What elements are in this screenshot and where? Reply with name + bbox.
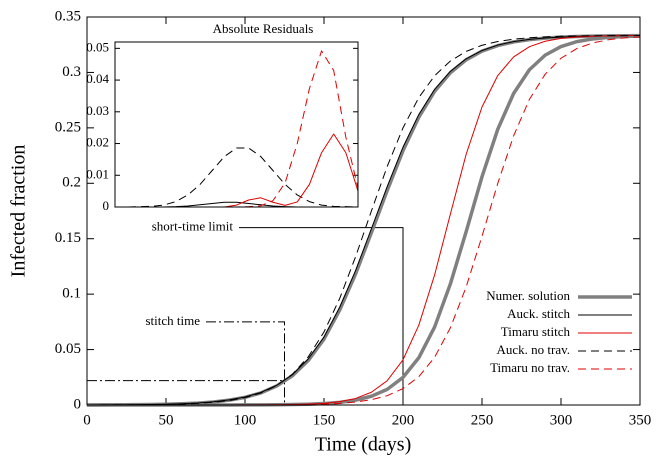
legend-label: Auck. no trav. bbox=[496, 342, 570, 357]
series-line bbox=[115, 147, 359, 208]
x-tick-label: 250 bbox=[471, 412, 494, 428]
annotation-label: short-time limit bbox=[152, 219, 234, 234]
annotation-line bbox=[206, 321, 285, 405]
inset-background bbox=[115, 42, 358, 207]
x-axis-title: Time (days) bbox=[315, 434, 411, 456]
y-axis-title: Infected fraction bbox=[8, 145, 30, 278]
y-tick-label: 0.02 bbox=[86, 135, 109, 150]
legend-label: Numer. solution bbox=[486, 288, 570, 303]
plot-frame bbox=[114, 41, 359, 208]
main-plot: 0 0.05 0.1 0.15 0.2 0.25 0.3 0.35 0 50 100 150 200 25… bbox=[55, 8, 652, 428]
y-tick-label: 0.25 bbox=[55, 119, 81, 135]
x-tick-label: 350 bbox=[629, 412, 652, 428]
y-tick-label: 0.05 bbox=[55, 341, 81, 357]
x-tick-label: 200 bbox=[392, 412, 415, 428]
y-tick-label: 0.05 bbox=[86, 39, 109, 54]
y-tick-label: 0 bbox=[74, 396, 82, 412]
series-line bbox=[86, 35, 641, 406]
y-tick-label: 0.15 bbox=[55, 230, 81, 246]
legend-label: Timaru stitch bbox=[501, 324, 571, 339]
x-tick-label: 50 bbox=[159, 412, 174, 428]
x-tick-label: 100 bbox=[234, 412, 257, 428]
y-tick-label: 0.2 bbox=[62, 175, 81, 191]
y-tick-label: 0.3 bbox=[62, 64, 81, 80]
plot-frame bbox=[86, 16, 641, 406]
annotation-line bbox=[239, 227, 404, 405]
y-tick-label: 0.03 bbox=[86, 103, 109, 118]
legend-label: Auck. stitch bbox=[507, 306, 570, 321]
legend-label: Timaru no trav. bbox=[490, 360, 570, 375]
y-tick-label: 0.01 bbox=[86, 166, 109, 181]
inset-title: Absolute Residuals bbox=[213, 21, 314, 36]
x-tick-label: 150 bbox=[313, 412, 336, 428]
y-tick-label: 0.1 bbox=[62, 286, 81, 302]
x-tick-label: 0 bbox=[83, 412, 91, 428]
y-tick-label: 0 bbox=[103, 198, 110, 213]
y-tick-label: 0.04 bbox=[86, 71, 109, 86]
x-tick-label: 300 bbox=[550, 412, 573, 428]
inset: 0 0.01 0.02 0.03 0.04 0.05 bbox=[86, 39, 359, 213]
annotation-label: stitch time bbox=[145, 313, 200, 328]
y-tick-label: 0.35 bbox=[55, 8, 81, 24]
